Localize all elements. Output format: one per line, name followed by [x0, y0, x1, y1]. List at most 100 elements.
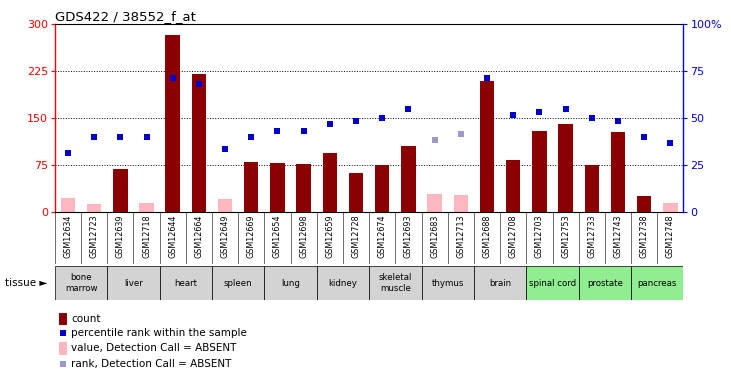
Text: bone
marrow: bone marrow: [65, 273, 97, 293]
Text: spleen: spleen: [224, 279, 252, 288]
Point: [115, 134, 126, 140]
Text: percentile rank within the sample: percentile rank within the sample: [71, 328, 247, 338]
Bar: [107, 266, 159, 300]
Text: count: count: [71, 314, 100, 324]
Bar: [401, 146, 416, 212]
Bar: [637, 196, 651, 212]
Text: liver: liver: [124, 279, 143, 288]
Point: [638, 134, 650, 140]
Bar: [322, 153, 337, 212]
Text: rank, Detection Call = ABSENT: rank, Detection Call = ABSENT: [71, 358, 231, 369]
Bar: [192, 74, 206, 212]
Point: [586, 115, 598, 121]
Bar: [61, 198, 75, 212]
Point: [167, 75, 178, 81]
Bar: [369, 266, 422, 300]
Text: GSM12703: GSM12703: [535, 214, 544, 258]
Bar: [428, 194, 442, 212]
Point: [429, 137, 441, 143]
Text: GSM12698: GSM12698: [299, 214, 308, 258]
Bar: [631, 266, 683, 300]
Text: GSM12654: GSM12654: [273, 214, 282, 258]
Point: [140, 134, 152, 140]
Bar: [58, 313, 67, 326]
Text: GSM12659: GSM12659: [325, 214, 334, 258]
Text: GSM12738: GSM12738: [640, 214, 648, 258]
Text: heart: heart: [174, 279, 197, 288]
Point: [193, 81, 205, 87]
Bar: [526, 266, 579, 300]
Bar: [212, 266, 265, 300]
Text: GSM12733: GSM12733: [587, 214, 596, 258]
Point: [57, 361, 69, 367]
Text: GSM12708: GSM12708: [509, 214, 518, 258]
Text: kidney: kidney: [328, 279, 357, 288]
Bar: [87, 204, 102, 212]
Text: GSM12748: GSM12748: [666, 214, 675, 258]
Bar: [454, 195, 468, 212]
Bar: [532, 130, 547, 212]
Text: GSM12664: GSM12664: [194, 214, 203, 258]
Point: [534, 109, 545, 115]
Text: GSM12644: GSM12644: [168, 214, 177, 258]
Bar: [579, 266, 631, 300]
Point: [612, 118, 624, 124]
Text: GSM12639: GSM12639: [115, 214, 125, 258]
Bar: [140, 202, 154, 212]
Point: [57, 330, 69, 336]
Bar: [480, 81, 494, 212]
Text: GSM12674: GSM12674: [378, 214, 387, 258]
Point: [507, 112, 519, 118]
Text: thymus: thymus: [431, 279, 464, 288]
Point: [219, 146, 231, 152]
Text: tissue ►: tissue ►: [5, 278, 48, 288]
Text: GSM12728: GSM12728: [352, 214, 360, 258]
Bar: [270, 163, 284, 212]
Text: GDS422 / 38552_f_at: GDS422 / 38552_f_at: [55, 10, 196, 23]
Bar: [663, 202, 678, 212]
Text: GSM12753: GSM12753: [561, 214, 570, 258]
Point: [376, 115, 388, 121]
Text: GSM12688: GSM12688: [482, 214, 491, 258]
Text: GSM12718: GSM12718: [142, 214, 151, 258]
Point: [62, 150, 74, 156]
Text: GSM12634: GSM12634: [64, 214, 72, 258]
Bar: [506, 160, 520, 212]
Point: [455, 131, 466, 137]
Bar: [422, 266, 474, 300]
Text: GSM12723: GSM12723: [90, 214, 99, 258]
Point: [560, 106, 572, 112]
Text: lung: lung: [281, 279, 300, 288]
Text: GSM12649: GSM12649: [221, 214, 230, 258]
Text: GSM12713: GSM12713: [456, 214, 466, 258]
Bar: [317, 266, 369, 300]
Text: skeletal
muscle: skeletal muscle: [379, 273, 412, 293]
Point: [481, 75, 493, 81]
Point: [664, 140, 676, 146]
Bar: [55, 266, 107, 300]
Bar: [558, 124, 573, 212]
Text: spinal cord: spinal cord: [529, 279, 576, 288]
Text: brain: brain: [489, 279, 511, 288]
Text: GSM12683: GSM12683: [430, 214, 439, 258]
Point: [350, 118, 362, 124]
Text: value, Detection Call = ABSENT: value, Detection Call = ABSENT: [71, 343, 236, 353]
Point: [403, 106, 414, 112]
Point: [88, 134, 100, 140]
Point: [246, 134, 257, 140]
Text: GSM12693: GSM12693: [404, 214, 413, 258]
Text: pancreas: pancreas: [637, 279, 677, 288]
Bar: [159, 266, 212, 300]
Point: [272, 128, 284, 134]
Bar: [585, 165, 599, 212]
Bar: [113, 170, 127, 212]
Bar: [611, 132, 625, 212]
Text: GSM12669: GSM12669: [247, 214, 256, 258]
Point: [324, 122, 336, 128]
Point: [298, 128, 309, 134]
Bar: [244, 162, 259, 212]
Bar: [474, 266, 526, 300]
Bar: [349, 172, 363, 212]
Bar: [265, 266, 317, 300]
Bar: [375, 165, 390, 212]
